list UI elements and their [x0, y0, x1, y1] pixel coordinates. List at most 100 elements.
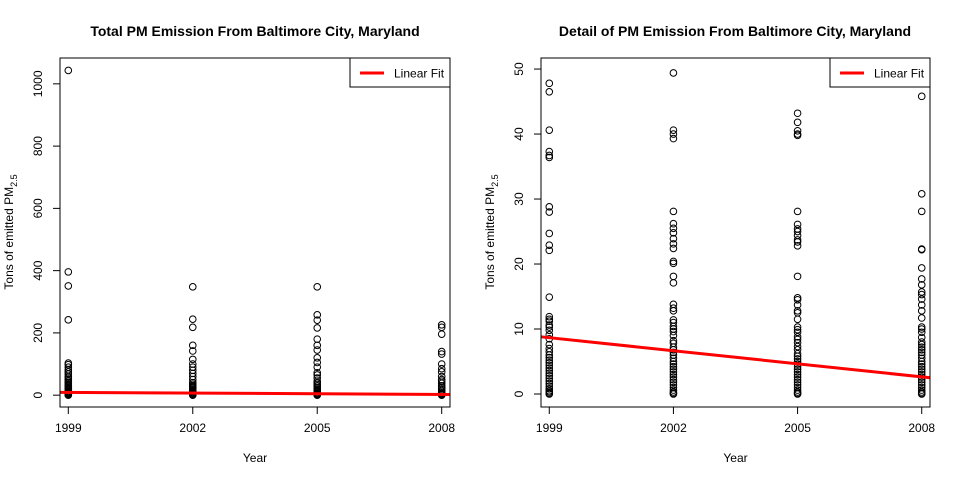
data-point	[313, 363, 322, 371]
data-point	[545, 151, 554, 160]
data-point	[917, 378, 926, 387]
y-axis: 0 10 20 30 40 50	[512, 62, 541, 397]
y-axis-label-subscript: 2.5	[490, 174, 500, 187]
data-point	[669, 219, 678, 228]
linear-fit-line	[540, 335, 931, 380]
data-point	[669, 365, 678, 374]
data-point	[793, 373, 802, 381]
data-point	[793, 325, 802, 334]
data-point	[917, 307, 926, 315]
data-point	[669, 331, 678, 340]
data-point	[313, 341, 322, 350]
data-point	[545, 369, 554, 378]
data-point	[545, 246, 554, 255]
data-point	[669, 130, 678, 138]
data-point	[669, 69, 678, 77]
detail-emission-panel: Detail of PM Emission From Baltimore Cit…	[483, 23, 935, 465]
data-point	[793, 386, 802, 394]
data-point	[793, 294, 802, 302]
data-point	[793, 375, 802, 384]
data-point	[64, 282, 73, 290]
data-point	[793, 315, 802, 324]
data-point	[437, 364, 446, 373]
y-tick-label: 200	[31, 323, 45, 343]
data-point	[437, 330, 446, 338]
data-point	[313, 311, 322, 319]
data-point	[545, 317, 554, 326]
data-point	[64, 316, 73, 324]
data-point	[917, 325, 926, 333]
data-point	[793, 370, 802, 379]
data-point	[313, 324, 322, 332]
data-point	[917, 338, 926, 346]
x-tick-label: 2002	[179, 421, 206, 435]
data-point	[793, 323, 802, 331]
data-point	[545, 323, 554, 331]
data-point	[669, 354, 678, 363]
data-point	[793, 349, 802, 358]
data-point	[545, 372, 554, 380]
data-point	[545, 351, 554, 359]
data-point	[669, 307, 678, 315]
data-point	[669, 279, 678, 287]
y-tick-label: 50	[512, 62, 526, 76]
data-point	[669, 390, 678, 398]
data-point	[793, 333, 802, 341]
y-axis: 0 200 400 600 800 1000	[31, 70, 60, 399]
data-point	[313, 354, 322, 362]
data-point	[313, 283, 322, 291]
data-point	[64, 66, 73, 75]
y-axis-label: Tons of emitted PM2.5	[483, 174, 500, 289]
data-point	[437, 360, 446, 368]
data-point	[188, 315, 197, 324]
data-point	[917, 207, 926, 216]
data-point	[669, 259, 678, 268]
legend: Linear Fit	[349, 57, 451, 88]
data-point	[793, 352, 802, 361]
x-axis: 1999 2002 2005 2008	[536, 407, 935, 435]
data-point	[545, 321, 554, 329]
y-axis-label-main: Tons of emitted PM	[2, 187, 16, 290]
data-point	[917, 295, 926, 303]
data-point	[793, 328, 802, 337]
data-point	[669, 126, 678, 134]
total-emission-panel: Total PM Emission From Baltimore City, M…	[2, 23, 455, 465]
y-axis-label-subscript: 2.5	[9, 174, 19, 187]
data-point	[917, 281, 926, 289]
data-point	[545, 208, 554, 216]
data-point	[917, 314, 926, 322]
data-point	[188, 283, 197, 291]
chart-title: Total PM Emission From Baltimore City, M…	[90, 23, 419, 39]
data-point	[545, 364, 554, 372]
data-point	[545, 374, 554, 383]
data-point	[669, 360, 678, 368]
data-point	[793, 295, 802, 304]
data-point	[545, 312, 554, 321]
data-point	[437, 347, 446, 356]
y-axis-label: Tons of emitted PM2.5	[2, 174, 19, 289]
data-point	[545, 377, 554, 385]
data-point	[669, 229, 678, 237]
data-point	[188, 323, 197, 332]
data-point	[669, 244, 678, 253]
data-point	[545, 361, 554, 370]
y-tick-label: 0	[31, 392, 45, 399]
data-point	[793, 301, 802, 309]
data-point	[917, 323, 926, 331]
linear-fit-line	[59, 390, 451, 396]
data-point	[669, 240, 678, 248]
data-point	[545, 147, 554, 156]
data-point	[437, 321, 446, 329]
data-point	[545, 87, 554, 96]
data-point	[917, 360, 926, 368]
data-point	[313, 316, 322, 324]
x-tick-label: 1999	[536, 421, 563, 435]
data-point	[669, 370, 678, 379]
data-point	[793, 238, 802, 246]
x-tick-label: 2005	[304, 421, 331, 435]
data-point	[917, 354, 926, 363]
data-point	[545, 385, 554, 393]
data-point	[917, 288, 926, 296]
